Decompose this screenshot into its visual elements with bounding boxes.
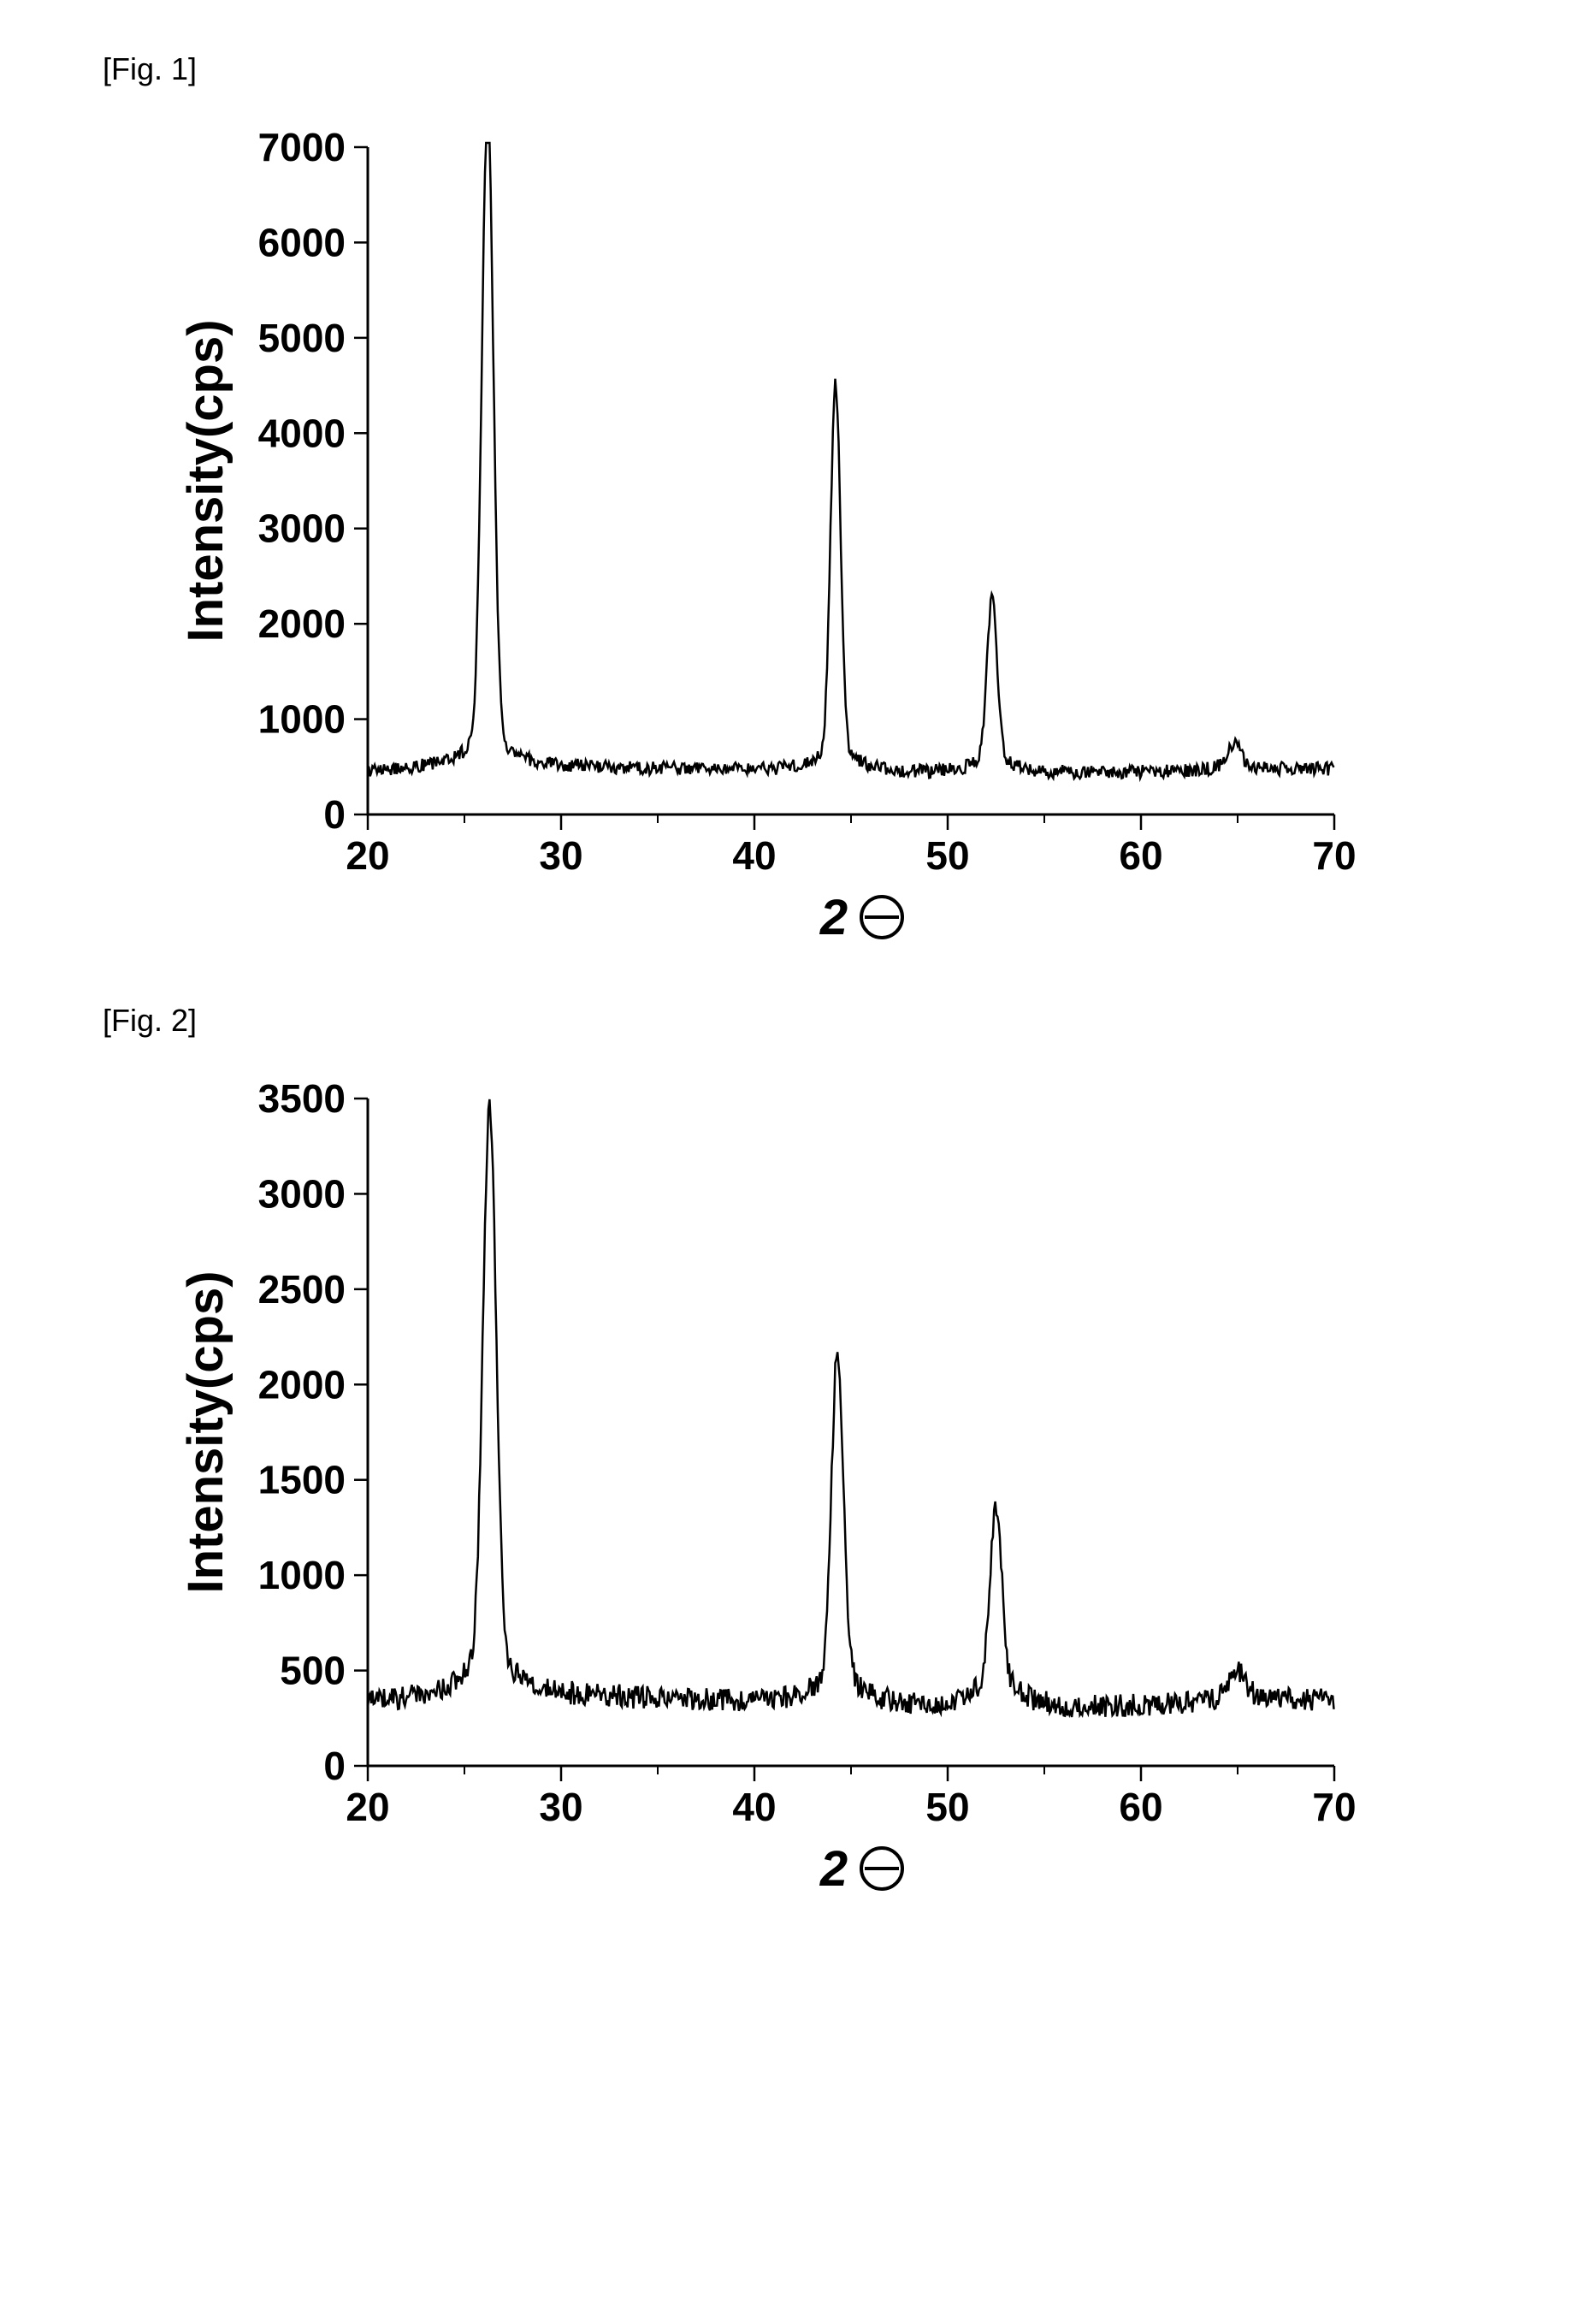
x-tick-label: 20 (346, 1785, 389, 1829)
chart-container: 0 500 1000 1500 2000 2500 3000 3500 20 30 40 50 60 70… (171, 1064, 1493, 1903)
x-tick-label: 40 (732, 1785, 776, 1829)
x-tick-label: 30 (539, 1785, 582, 1829)
figure-label: [Fig. 2] (103, 1003, 1493, 1039)
y-tick-label: 6000 (258, 220, 346, 264)
y-tick-label: 1000 (258, 1553, 346, 1597)
figure-block: [Fig. 2] 0 500 1000 1500 2000 2500 3000 3500 20 30… (103, 1003, 1493, 1903)
y-axis-label: Intensity(cps) (178, 319, 233, 642)
y-tick-label: 1000 (258, 697, 346, 742)
xrd-chart: 0 500 1000 1500 2000 2500 3000 3500 20 30 40 50 60 70… (171, 1064, 1368, 1903)
x-axis-label: 2 (819, 1841, 848, 1897)
figure-label: [Fig. 1] (103, 51, 1493, 87)
y-tick-label: 0 (323, 1744, 346, 1788)
x-tick-label: 50 (925, 833, 969, 878)
x-tick-label: 20 (346, 833, 389, 878)
y-tick-label: 500 (280, 1649, 346, 1693)
y-tick-label: 2500 (258, 1267, 346, 1312)
y-tick-label: 4000 (258, 411, 346, 455)
y-tick-label: 5000 (258, 316, 346, 360)
figure-block: [Fig. 1] 0 1000 2000 3000 4000 5000 6000 7000 20 3… (103, 51, 1493, 951)
xrd-trace (368, 1099, 1334, 1717)
xrd-chart: 0 1000 2000 3000 4000 5000 6000 7000 20 30 40 50 60 7… (171, 113, 1368, 951)
chart-container: 0 1000 2000 3000 4000 5000 6000 7000 20 30 40 50 60 7… (171, 113, 1493, 951)
x-tick-label: 70 (1312, 1785, 1356, 1829)
y-tick-label: 1500 (258, 1458, 346, 1502)
axis-frame (368, 1099, 1334, 1766)
y-tick-label: 2000 (258, 1362, 346, 1407)
x-axis-label: 2 (819, 890, 848, 945)
x-tick-label: 70 (1312, 833, 1356, 878)
x-tick-label: 30 (539, 833, 582, 878)
y-axis-label: Intensity(cps) (178, 1270, 233, 1593)
y-tick-label: 3500 (258, 1076, 346, 1121)
x-tick-label: 60 (1119, 1785, 1162, 1829)
y-tick-label: 7000 (258, 125, 346, 169)
axis-frame (368, 147, 1334, 814)
y-tick-label: 3000 (258, 506, 346, 551)
y-tick-label: 3000 (258, 1171, 346, 1216)
x-tick-label: 60 (1119, 833, 1162, 878)
y-tick-label: 0 (323, 792, 346, 837)
xrd-trace (368, 143, 1334, 779)
x-tick-label: 50 (925, 1785, 969, 1829)
x-tick-label: 40 (732, 833, 776, 878)
y-tick-label: 2000 (258, 601, 346, 646)
